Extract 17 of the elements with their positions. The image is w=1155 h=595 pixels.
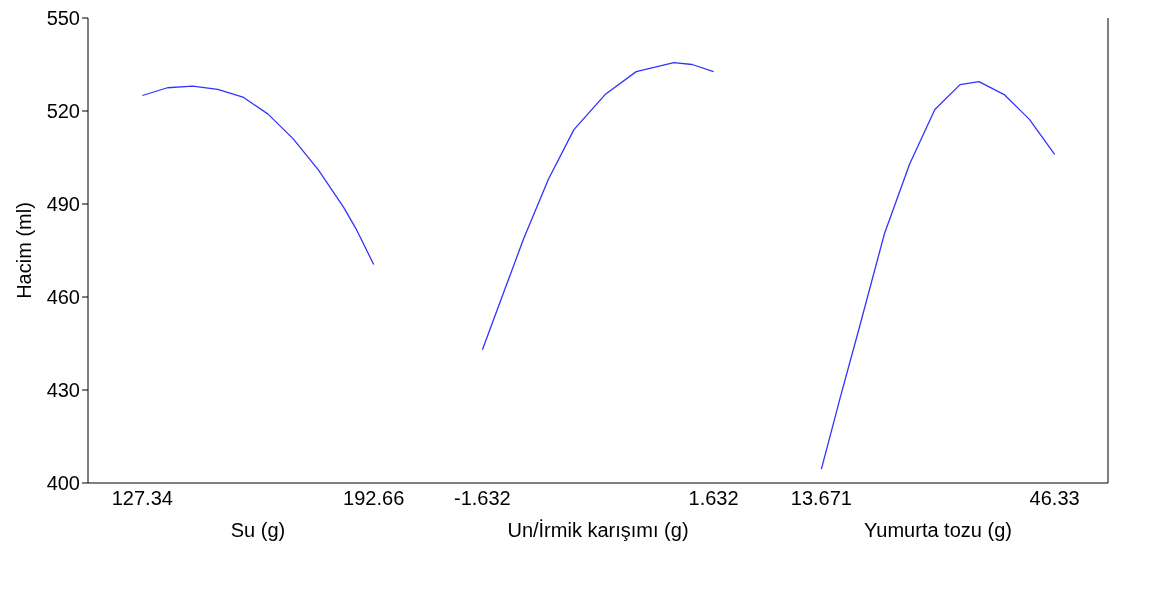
x-tick-label: 13.671 xyxy=(790,487,852,510)
x-axis-title: Yumurta tozu (g) xyxy=(864,519,1012,542)
x-axis-title: Su (g) xyxy=(230,519,286,542)
y-tick-label: 550 xyxy=(46,7,80,30)
y-tick-label: 460 xyxy=(46,286,80,309)
x-tick-label: 127.34 xyxy=(111,487,173,510)
y-axis-title: Hacim (ml) xyxy=(13,202,36,299)
x-tick-label: 46.33 xyxy=(1029,487,1080,510)
y-tick-label: 520 xyxy=(46,100,80,123)
y-tick-label: 400 xyxy=(46,472,80,495)
x-tick-label: -1.632 xyxy=(454,487,511,510)
line-series xyxy=(141,85,375,266)
y-tick-label: 490 xyxy=(46,193,80,216)
x-tick-label: 1.632 xyxy=(688,487,739,510)
x-tick-label: 192.66 xyxy=(343,487,405,510)
y-tick-label: 430 xyxy=(46,379,80,402)
x-axis-title: Un/İrmik karışımı (g) xyxy=(507,519,689,542)
